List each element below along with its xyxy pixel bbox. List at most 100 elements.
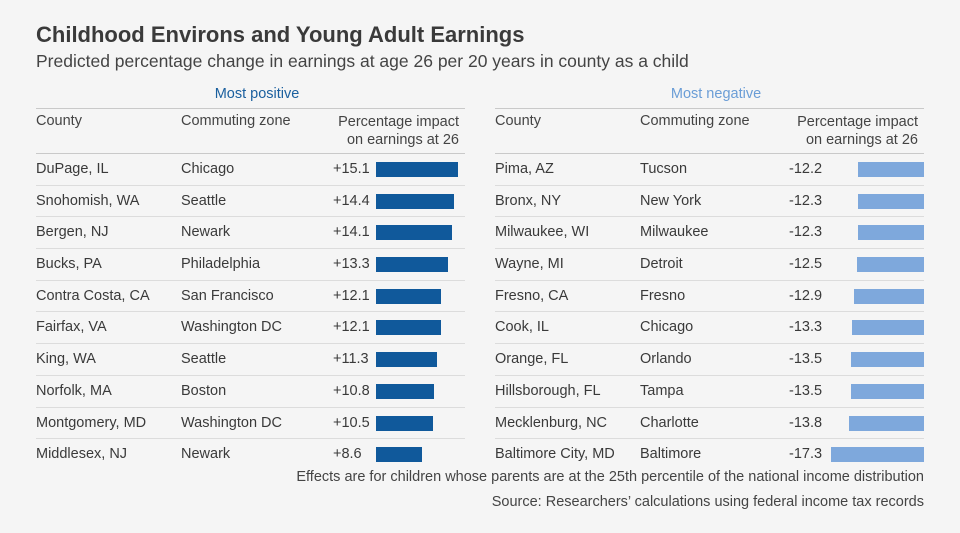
negative-bar	[852, 320, 924, 336]
positive-bar	[376, 383, 435, 399]
value-label: -12.3	[789, 192, 823, 209]
positive-table-header: County Commuting zone Percentage impact …	[36, 108, 465, 154]
zone-cell: Baltimore	[640, 446, 702, 463]
table-row: Cook, IL Chicago -13.3	[495, 312, 924, 345]
table-row: Mecklenburg, NC Charlotte -13.8	[495, 408, 924, 440]
county-cell: Bucks, PA	[36, 256, 102, 273]
value-label: -12.5	[789, 256, 823, 273]
county-cell: Cook, IL	[495, 319, 549, 336]
county-cell: Contra Costa, CA	[36, 287, 150, 304]
positive-bar	[376, 415, 433, 431]
county-cell: Hillsborough, FL	[495, 382, 601, 399]
impact-column-header: Percentage impact on earnings at 26	[797, 113, 918, 149]
positive-bar	[376, 447, 423, 463]
table-row: Hillsborough, FL Tampa -13.5	[495, 376, 924, 408]
county-cell: Montgomery, MD	[36, 414, 147, 431]
positive-bar	[376, 288, 442, 304]
zone-cell: Tampa	[640, 382, 684, 399]
table-row: Bronx, NY New York -12.3	[495, 186, 924, 218]
negative-bar	[851, 352, 924, 368]
impact-header-line2: on earnings at 26	[805, 132, 918, 148]
negative-bar	[851, 383, 924, 399]
value-label: -13.5	[789, 382, 823, 399]
county-cell: Bergen, NJ	[36, 224, 109, 241]
value-label: +12.1	[333, 287, 370, 304]
zone-cell: Seattle	[181, 351, 227, 368]
impact-column-header: Percentage impact on earnings at 26	[338, 113, 459, 149]
value-label: -13.3	[789, 319, 823, 336]
negative-table-header: County Commuting zone Percentage impact …	[495, 108, 924, 154]
value-label: +8.6	[333, 446, 362, 463]
chart-subtitle: Predicted percentage change in earnings …	[36, 51, 689, 71]
table-row: Middlesex, NJ Newark +8.6	[36, 439, 465, 470]
table-row: Contra Costa, CA San Francisco +12.1	[36, 281, 465, 313]
table-row: Montgomery, MD Washington DC +10.5	[36, 408, 465, 440]
source-note: Source: Researchers’ calculations using …	[491, 494, 924, 510]
zone-cell: Chicago	[181, 161, 235, 177]
zone-cell: New York	[640, 192, 702, 209]
value-label: +13.3	[333, 256, 370, 273]
county-cell: Baltimore City, MD	[495, 446, 615, 463]
positive-bar	[376, 320, 442, 336]
zone-cell: Charlotte	[640, 414, 699, 431]
positive-panel: Most positive County Commuting zone Perc…	[36, 80, 465, 470]
value-label: -12.3	[789, 224, 823, 241]
value-label: -12.9	[789, 287, 823, 304]
negative-panel-title: Most negative	[670, 86, 762, 102]
negative-bar	[830, 447, 924, 463]
impact-header-line1: Percentage impact	[338, 114, 459, 130]
value-label: -13.8	[789, 414, 823, 431]
negative-bar	[854, 288, 924, 304]
positive-bar	[376, 225, 453, 241]
value-label: +12.1	[333, 319, 370, 336]
negative-bar	[858, 162, 924, 177]
table-row: Bucks, PA Philadelphia +13.3	[36, 249, 465, 281]
chart-title: Childhood Environs and Young Adult Earni…	[36, 22, 525, 47]
positive-bar	[376, 193, 454, 209]
zone-cell: Seattle	[181, 192, 227, 209]
negative-bar	[849, 415, 924, 431]
table-row: Wayne, MI Detroit -12.5	[495, 249, 924, 281]
table-row: Snohomish, WA Seattle +14.4	[36, 186, 465, 218]
positive-panel-title: Most positive	[214, 86, 300, 102]
table-row: Fresno, CA Fresno -12.9	[495, 281, 924, 313]
zone-cell: Washington DC	[181, 414, 283, 431]
zone-cell: Newark	[181, 224, 231, 241]
county-column-header: County	[36, 113, 82, 129]
value-label: +10.8	[333, 382, 370, 399]
table-row: Orange, FL Orlando -13.5	[495, 344, 924, 376]
zone-cell: Milwaukee	[640, 224, 709, 241]
county-cell: Wayne, MI	[495, 256, 564, 273]
value-label: -17.3	[789, 446, 823, 463]
zone-cell: Boston	[181, 382, 227, 399]
effects-note: Effects are for children whose parents a…	[296, 469, 924, 485]
table-row: Norfolk, MA Boston +10.8	[36, 376, 465, 408]
value-label: +10.5	[333, 414, 370, 431]
county-cell: Milwaukee, WI	[495, 224, 590, 241]
impact-header-line1: Percentage impact	[797, 114, 918, 130]
table-row: King, WA Seattle +11.3	[36, 344, 465, 376]
zone-cell: Fresno	[640, 287, 686, 304]
negative-bar	[857, 193, 924, 209]
negative-bar	[856, 257, 924, 273]
table-row: Fairfax, VA Washington DC +12.1	[36, 312, 465, 345]
table-row: Baltimore City, MD Baltimore -17.3	[495, 439, 924, 470]
zone-column-header: Commuting zone	[181, 113, 291, 129]
zone-cell: Washington DC	[181, 319, 283, 336]
zone-column-header: Commuting zone	[640, 113, 750, 129]
table-row: Bergen, NJ Newark +14.1	[36, 217, 465, 250]
zone-cell: Detroit	[640, 256, 683, 273]
negative-rows: Pima, AZ Tucson -12.2 Bronx, NY New York -12…	[495, 154, 924, 470]
county-cell: King, WA	[36, 351, 96, 368]
positive-bar	[376, 257, 448, 273]
county-cell: Middlesex, NJ	[36, 446, 128, 463]
county-cell: Fairfax, VA	[36, 319, 107, 336]
county-cell: Pima, AZ	[495, 161, 554, 177]
value-label: +14.4	[333, 192, 370, 209]
county-column-header: County	[495, 113, 541, 129]
zone-cell: Philadelphia	[181, 256, 261, 273]
county-cell: Fresno, CA	[495, 287, 569, 304]
zone-cell: Chicago	[640, 319, 694, 336]
value-label: +15.1	[333, 161, 370, 177]
zone-cell: San Francisco	[181, 287, 274, 304]
